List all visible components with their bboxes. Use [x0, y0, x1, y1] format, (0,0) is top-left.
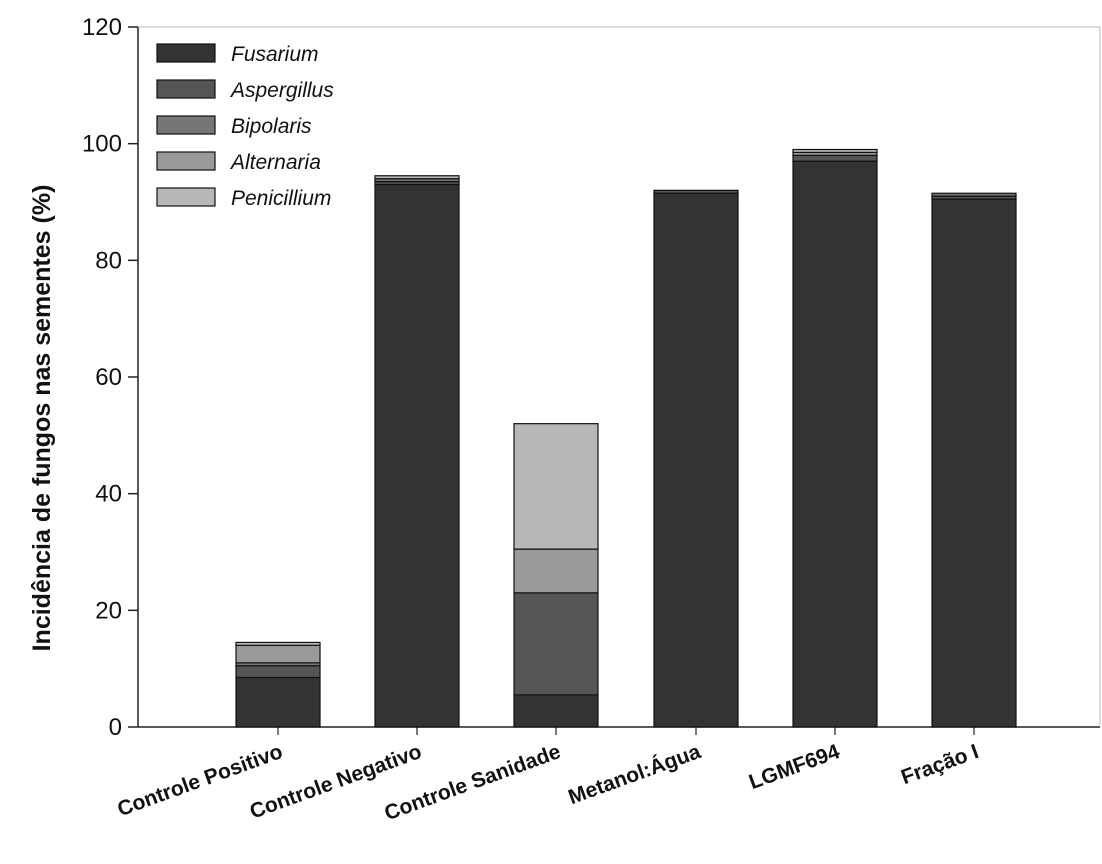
- legend-label-fusarium: Fusarium: [231, 43, 319, 66]
- bar-segment-alternaria: [235, 644, 321, 664]
- bar-segment-aspergillus: [235, 665, 321, 679]
- legend-swatch-aspergillus: [156, 79, 216, 99]
- legend-swatch-bipolaris: [156, 115, 216, 135]
- category-label: Fração I: [898, 740, 982, 789]
- y-tick-labels: 0 20 40 60 80 100 120: [82, 14, 122, 741]
- y-tick-label: 60: [95, 364, 122, 391]
- bar-segment-fusarium: [931, 198, 1017, 728]
- bar-segment-alternaria: [513, 548, 599, 594]
- bar-segment-aspergillus: [792, 154, 878, 162]
- bar-segment-fusarium: [374, 183, 460, 728]
- legend-swatch-alternaria: [156, 151, 216, 171]
- bar-segment-aspergillus: [653, 189, 739, 194]
- bar-segment-fusarium: [792, 160, 878, 728]
- bar-segment-fusarium: [653, 192, 739, 728]
- legend-label-aspergillus: Aspergillus: [229, 79, 334, 102]
- bar-segment-penicillium: [792, 148, 878, 154]
- category-label: LGMF694: [746, 740, 843, 794]
- legend-label-alternaria: Alternaria: [229, 151, 321, 174]
- bar-segment-fusarium: [235, 676, 321, 728]
- bar-segment-penicillium: [235, 641, 321, 646]
- y-tick-label: 40: [95, 481, 122, 508]
- bars: [235, 148, 1017, 728]
- bar-segment-penicillium: [513, 423, 599, 550]
- y-tick-label: 100: [82, 131, 122, 158]
- y-tick-label: 120: [82, 14, 122, 41]
- legend-label-bipolaris: Bipolaris: [231, 115, 312, 138]
- legend: Fusarium Aspergillus Bipolaris Alternaria Pe…: [156, 43, 334, 210]
- category-label: Metanol:Água: [565, 740, 704, 809]
- bar-segment-aspergillus: [513, 592, 599, 696]
- bar-segment-bipolaris: [931, 192, 1017, 197]
- y-tick-label: 20: [95, 597, 122, 624]
- bar-segment-fusarium: [513, 694, 599, 728]
- y-tick-label: 80: [95, 247, 122, 274]
- bar-segment-penicillium: [374, 175, 460, 180]
- y-tick-label: 0: [109, 714, 122, 741]
- legend-swatch-penicillium: [156, 187, 216, 207]
- y-axis-label: Incidência de fungos nas sementes (%): [28, 185, 56, 652]
- legend-swatch-fusarium: [156, 43, 216, 63]
- legend-label-penicillium: Penicillium: [231, 187, 331, 210]
